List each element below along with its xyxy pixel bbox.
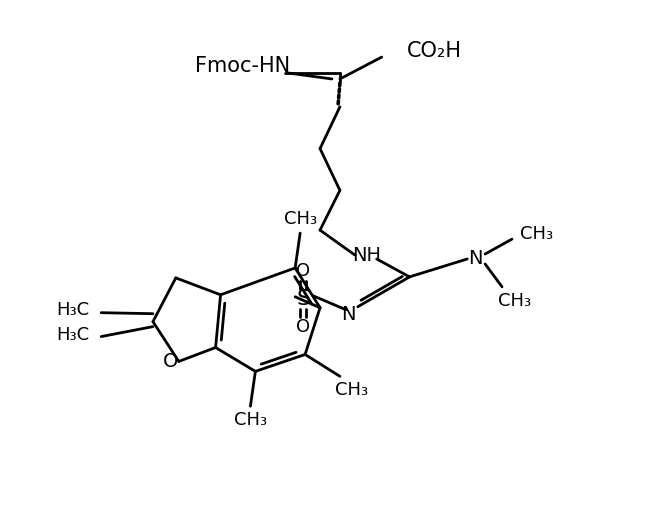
Text: S: S — [296, 289, 310, 309]
Text: CH₃: CH₃ — [335, 381, 369, 399]
Text: O: O — [296, 318, 310, 336]
Text: CO₂H: CO₂H — [407, 41, 462, 61]
Text: O: O — [163, 352, 179, 371]
Text: H₃C: H₃C — [56, 326, 89, 344]
Text: CH₃: CH₃ — [499, 292, 532, 310]
Text: CH₃: CH₃ — [234, 411, 267, 429]
Text: N: N — [341, 305, 355, 324]
Text: O: O — [296, 262, 310, 280]
Text: N: N — [468, 249, 482, 268]
Text: CH₃: CH₃ — [520, 225, 553, 243]
Text: NH: NH — [352, 246, 382, 265]
Text: H₃C: H₃C — [56, 301, 89, 319]
Text: Fmoc-HN: Fmoc-HN — [195, 56, 290, 76]
Text: CH₃: CH₃ — [283, 210, 317, 228]
